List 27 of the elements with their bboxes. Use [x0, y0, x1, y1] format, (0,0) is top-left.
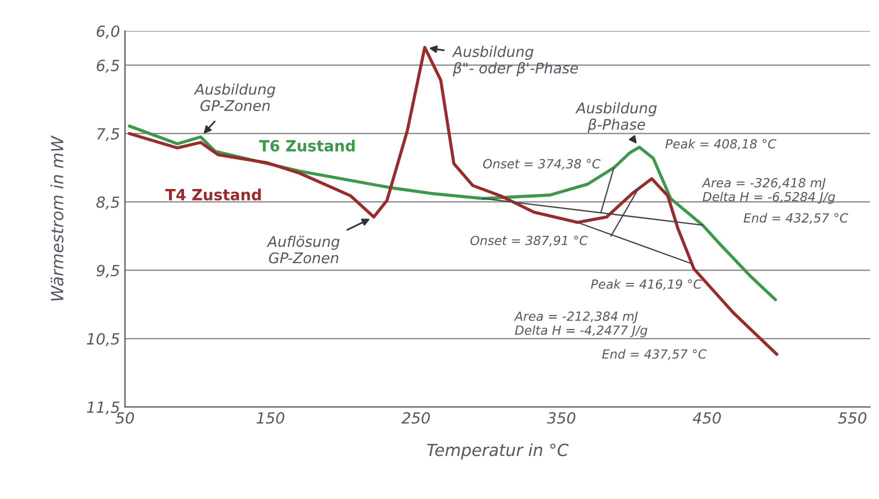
annotation: Area = -326,418 mJ Delta H = -6,5284 J/g	[702, 178, 836, 204]
x-axis-title: Temperatur in °C	[427, 443, 569, 460]
annotation: Onset = 387,91 °C	[470, 236, 588, 246]
y-tick-label: 8,5	[96, 196, 120, 210]
y-tick-label: 7,5	[97, 128, 120, 142]
annotation: Onset = 374,38 °C	[483, 159, 601, 170]
series-label: T6 Zustand	[259, 140, 355, 152]
y-tick-label: 6,0	[96, 25, 120, 39]
annotation: Auflösung GP-Zonen	[266, 236, 340, 264]
annotation: Area = -212,384 mJ Delta H = -4,2477 J/g	[514, 311, 648, 338]
y-axis-title: Wärmestrom in mW	[50, 135, 64, 300]
annotation: Ausbildung β-Phase	[575, 102, 657, 133]
x-tick-label: 150	[256, 412, 284, 424]
y-tick-label: 9,5	[96, 264, 120, 278]
x-tick-label: 550	[838, 412, 866, 424]
y-tick-label: 10,5	[86, 333, 120, 346]
annotation: Ausbildung GP-Zonen	[194, 83, 276, 112]
y-tick-label: 6,5	[96, 60, 120, 73]
annotation: Ausbildung β"- oder β'-Phase	[452, 46, 578, 76]
annotation: Peak = 416,19 °C	[590, 279, 702, 290]
annotation: Peak = 408,18 °C	[665, 138, 776, 150]
series-label: T4 Zustand	[165, 188, 261, 200]
annotation: End = 437,57 °C	[602, 349, 707, 360]
annotation: End = 432,57 °C	[744, 212, 848, 224]
x-tick-label: 350	[546, 412, 576, 424]
x-tick-label: 250	[401, 412, 430, 424]
x-tick-label: 450	[692, 412, 721, 424]
